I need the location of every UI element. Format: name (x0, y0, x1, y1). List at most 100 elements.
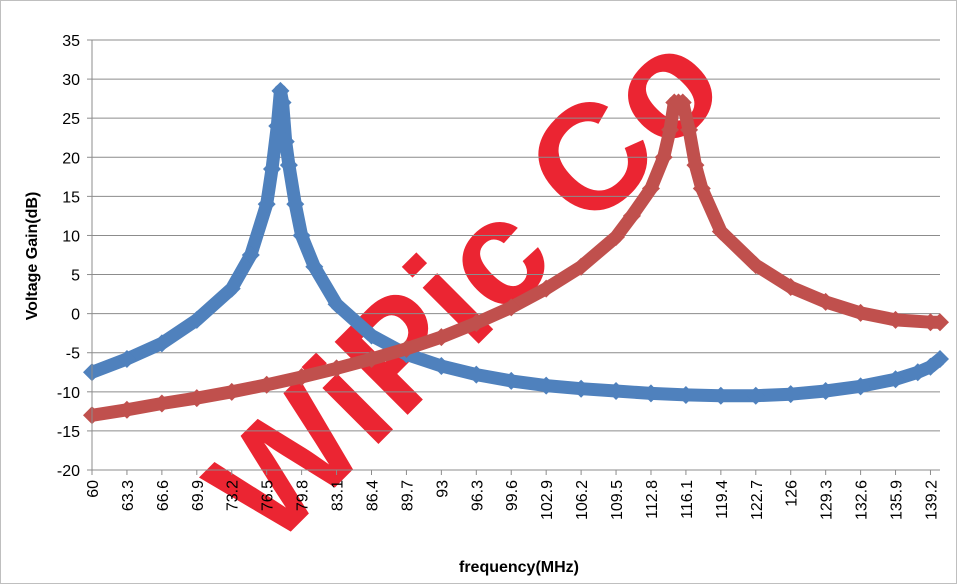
y-tick-labels: -20 -15 -10 -5 0 5 10 15 20 25 30 35 (57, 33, 80, 480)
x-tick-label: 106.2 (574, 480, 591, 520)
x-tick-label: 112.8 (644, 480, 661, 519)
series-point (305, 257, 324, 276)
series-point (572, 257, 591, 276)
series-point (711, 222, 730, 241)
series-point (257, 195, 276, 214)
y-tick-label: 20 (62, 150, 80, 167)
series-1 (83, 81, 949, 405)
series-point (268, 117, 287, 135)
series-2 (83, 93, 949, 425)
x-tick-label: 96.3 (469, 480, 486, 511)
series-point (746, 386, 765, 405)
x-tick-label: 60 (85, 480, 102, 498)
series-point (362, 349, 381, 368)
x-axis-title: frequency(MHz) (459, 559, 579, 576)
x-tick-label: 66.6 (155, 480, 172, 511)
series-point (816, 292, 835, 311)
series-point (327, 359, 346, 378)
series-point (572, 379, 591, 398)
x-tick-label: 129.3 (819, 480, 836, 520)
x-tick-label: 135.9 (889, 480, 906, 520)
y-tick-label: 10 (62, 228, 80, 245)
series-point (676, 385, 695, 404)
series-point (273, 93, 292, 112)
series-point (432, 328, 451, 347)
series-point (816, 382, 835, 401)
series-point (327, 295, 346, 314)
series-point (641, 384, 660, 403)
series-point (692, 179, 711, 198)
series-point (622, 206, 641, 225)
y-tick-label: -20 (57, 463, 80, 480)
y-tick-label: -15 (57, 424, 80, 441)
series-point (152, 334, 171, 353)
series-point (286, 195, 305, 214)
series-point (222, 382, 241, 401)
series-point (279, 156, 298, 175)
x-tick-label: 93 (434, 480, 451, 498)
series-point (271, 81, 290, 100)
series-point (502, 371, 521, 390)
y-tick-label: -10 (57, 385, 80, 402)
series-point (432, 357, 451, 376)
series-point (781, 385, 800, 404)
series-point (152, 394, 171, 413)
series-point (276, 132, 295, 151)
series-point (908, 363, 927, 382)
x-tick-label: 132.6 (854, 480, 871, 520)
x-tick-label: 63.3 (120, 480, 137, 511)
y-tick-label: 5 (71, 268, 80, 285)
series-point (931, 313, 949, 332)
x-tick-label: 76.5 (260, 480, 277, 511)
series-point (607, 228, 626, 247)
series-point (537, 376, 556, 395)
series-point (921, 313, 940, 332)
series-point (362, 326, 381, 345)
series-point (851, 377, 870, 396)
x-tick-label: 83.1 (330, 480, 347, 511)
series-point (886, 370, 905, 389)
series-point (222, 279, 241, 298)
series-point (292, 367, 311, 386)
series-point (262, 160, 281, 178)
y-tick-label: -5 (66, 346, 80, 363)
x-tick-label: 126 (784, 480, 801, 507)
series-point (686, 156, 705, 175)
series-point (746, 256, 765, 275)
series-line (90, 96, 940, 422)
x-tick-label: 86.4 (364, 480, 381, 511)
y-tick-label: 30 (62, 72, 80, 89)
x-tick-label: 116.1 (679, 480, 696, 519)
y-axis-title: Voltage Gain(dB) (24, 192, 41, 321)
x-tick-label: 139.2 (923, 480, 940, 520)
series-point (187, 389, 206, 408)
series-point (661, 120, 680, 139)
x-tick-label: 102.9 (539, 480, 556, 520)
series-layer (83, 81, 949, 425)
series-point (241, 246, 260, 264)
x-tick-label: 122.7 (749, 480, 766, 520)
series-point (467, 365, 486, 384)
x-tick-labels: 60 63.3 66.6 69.9 73.2 76.5 79.8 83.1 86.4 89.7 93… (85, 480, 940, 520)
series-point (257, 375, 276, 394)
series-point (654, 148, 673, 167)
x-tick-label: 69.9 (190, 480, 207, 511)
series-point (886, 310, 905, 329)
series-point (537, 279, 556, 298)
y-tick-label: 0 (71, 307, 80, 324)
x-tick-label: 99.6 (504, 480, 521, 511)
axes (91, 40, 940, 475)
series-point (607, 382, 626, 401)
x-tick-label: 89.7 (399, 480, 416, 511)
series-point (673, 93, 692, 112)
series-point (851, 303, 870, 322)
series-point (117, 400, 136, 419)
y-tick-label: 25 (62, 111, 80, 128)
series-point (117, 349, 136, 368)
x-tick-label: 73.2 (225, 480, 242, 511)
series-point (931, 349, 949, 368)
series-point (502, 298, 521, 317)
series-point (781, 278, 800, 297)
series-point (680, 120, 699, 139)
